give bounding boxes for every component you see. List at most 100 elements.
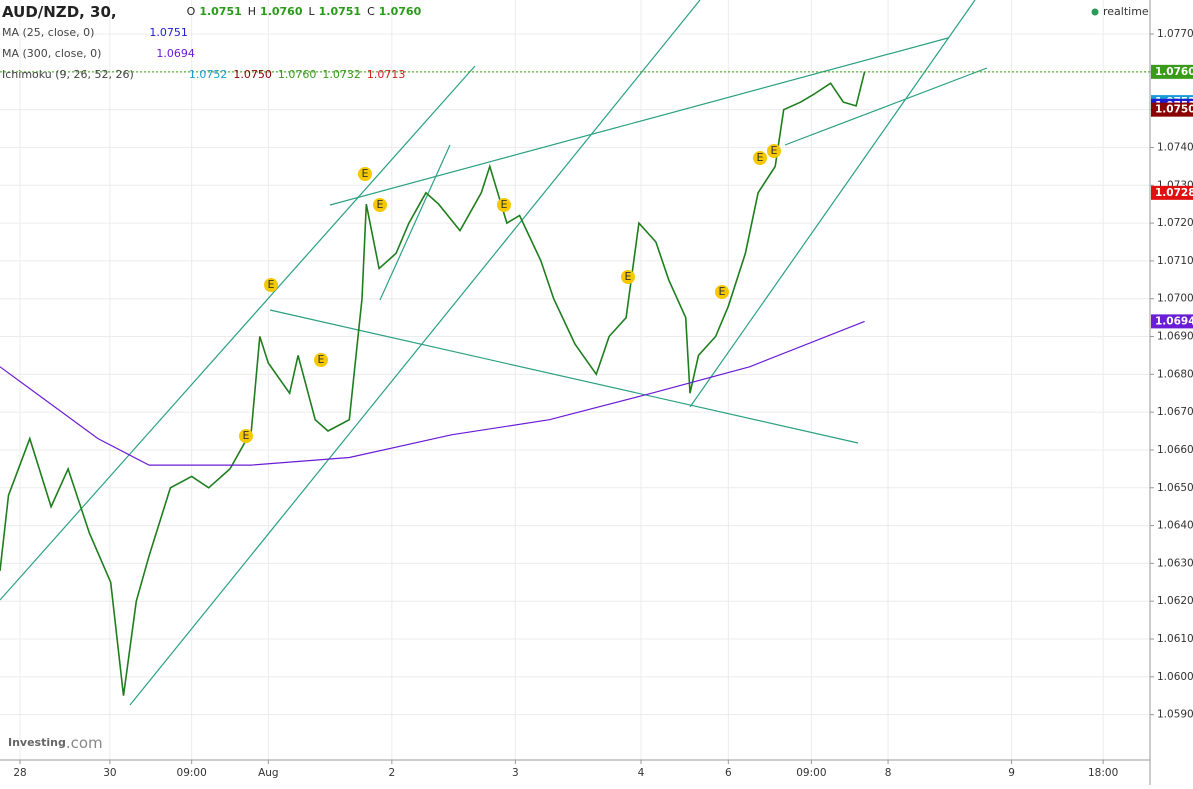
price-tag-label: 1.0760 — [1155, 66, 1193, 78]
x-tick-label: Aug — [258, 767, 279, 779]
event-label: E — [377, 198, 384, 211]
event-label: E — [501, 198, 508, 211]
trend-line — [689, 0, 976, 408]
indicator-value: 1.0751 — [149, 26, 188, 39]
series — [0, 71, 1150, 696]
price-tag-label: 1.0694 — [1155, 315, 1193, 327]
price-line — [0, 320, 865, 466]
price-tag-label: 1.0750 — [1155, 104, 1193, 116]
ohlc-label: O — [187, 5, 196, 18]
x-tick-label: 9 — [1008, 767, 1015, 779]
x-tick-label: 6 — [725, 767, 732, 779]
x-tick-label: 2 — [389, 767, 396, 779]
x-tick-label: 3 — [512, 767, 519, 779]
price-tag-box — [1151, 64, 1193, 79]
y-tick-label: 1.0660 — [1157, 444, 1193, 456]
x-tick-label: 09:00 — [796, 767, 826, 779]
y-tick-label: 1.0670 — [1157, 406, 1193, 418]
y-tick-label: 1.0650 — [1157, 482, 1193, 494]
ohlc-value: 1.0751 — [199, 5, 241, 18]
indicator-value: 1.0752 — [189, 68, 228, 81]
indicator-name: Ichimoku (9, 26, 52, 26) — [2, 68, 134, 81]
trend-line — [329, 37, 949, 206]
y-tick-label: 1.0680 — [1157, 368, 1193, 380]
status: realtime — [1103, 5, 1149, 18]
indicator-row: MA (300, close, 0) 1.0694 — [2, 47, 195, 60]
trend-line — [784, 67, 988, 146]
grid — [0, 0, 1150, 760]
y-tick-label: 1.0740 — [1157, 141, 1193, 153]
ohlc-label: L — [309, 5, 316, 18]
ohlc-label: C — [367, 5, 375, 18]
x-tick-label: 09:00 — [177, 767, 207, 779]
indicator-row: MA (25, close, 0) 1.0751 — [2, 26, 188, 39]
trend-lines — [0, 0, 988, 706]
indicator-value: 1.0750 — [233, 68, 272, 81]
ohlc-value: 1.0751 — [319, 5, 361, 18]
logo-suffix: .com — [66, 734, 103, 752]
event-marker: E — [715, 285, 729, 299]
event-label: E — [771, 144, 778, 157]
ohlc-value: 1.0760 — [260, 5, 303, 18]
event-marker: E — [497, 198, 511, 212]
price-tag-box — [1151, 185, 1193, 200]
price-tag: 1.0750 — [1151, 102, 1193, 117]
y-tick-label: 1.0700 — [1157, 293, 1193, 305]
event-marker: E — [239, 429, 253, 443]
status-dot — [1091, 8, 1099, 16]
event-label: E — [362, 167, 369, 180]
x-tick-label: 8 — [885, 767, 892, 779]
axes: 1.0590 1.0600 1.0610 1.0620 1.0630 1.0640 1.06… — [13, 28, 1193, 779]
event-marker: E — [767, 144, 781, 158]
x-tick-label: 4 — [638, 767, 645, 779]
y-tick-label: 1.0690 — [1157, 331, 1193, 343]
ohlc-value: 1.0760 — [379, 5, 422, 18]
event-label: E — [243, 429, 250, 442]
legend: AUD/NZD, 30, O 1.0751 H 1.0760 L 1.0751 C 1.0760… — [2, 3, 422, 82]
logo: Investing.com — [8, 734, 103, 752]
indicator-value: 1.0713 — [367, 68, 406, 81]
symbol: AUD/NZD, 30, — [2, 3, 117, 21]
indicator-row: Ichimoku (9, 26, 52, 26) 1.0752 1.0750 1.07… — [2, 68, 405, 81]
indicator-value: 1.0760 — [278, 68, 317, 81]
event-marker: E — [621, 270, 635, 284]
y-tick-label: 1.0640 — [1157, 520, 1193, 532]
y-tick-label: 1.0620 — [1157, 595, 1193, 607]
event-marker: E — [753, 151, 767, 165]
price-tag-label: 1.0728 — [1155, 187, 1193, 199]
price-line — [0, 71, 866, 696]
x-tick-label: 28 — [13, 767, 26, 779]
x-tick-label: 18:00 — [1088, 767, 1118, 779]
indicator-value: 1.0694 — [156, 47, 195, 60]
event-markers: E E E E E E E E E E — [239, 144, 781, 443]
price-tag-box — [1151, 102, 1193, 117]
price-tag: 1.0728 — [1151, 185, 1193, 200]
event-label: E — [719, 285, 726, 298]
y-tick-label: 1.0590 — [1157, 709, 1193, 721]
event-label: E — [757, 151, 764, 164]
event-label: E — [318, 353, 325, 366]
event-marker: E — [314, 353, 328, 367]
y-tick-label: 1.0630 — [1157, 557, 1193, 569]
price-tag: 1.0760 — [1151, 64, 1193, 79]
event-label: E — [268, 278, 275, 291]
logo-brand: Investing — [8, 736, 66, 749]
y-tick-label: 1.0710 — [1157, 255, 1193, 267]
event-label: E — [625, 270, 632, 283]
trend-line — [379, 144, 451, 301]
trend-line — [129, 0, 701, 706]
event-marker: E — [264, 278, 278, 292]
y-tick-label: 1.0770 — [1157, 28, 1193, 40]
y-tick-label: 1.0720 — [1157, 217, 1193, 229]
trend-line — [0, 65, 476, 601]
price-tag: 1.0694 — [1151, 314, 1193, 329]
x-tick-label: 30 — [103, 767, 116, 779]
price-tag-box — [1151, 314, 1193, 329]
ohlc-label: H — [248, 5, 256, 18]
indicator-name: MA (300, close, 0) — [2, 47, 101, 60]
y-tick-label: 1.0610 — [1157, 633, 1193, 645]
indicator-value: 1.0732 — [322, 68, 361, 81]
event-marker: E — [358, 167, 372, 181]
